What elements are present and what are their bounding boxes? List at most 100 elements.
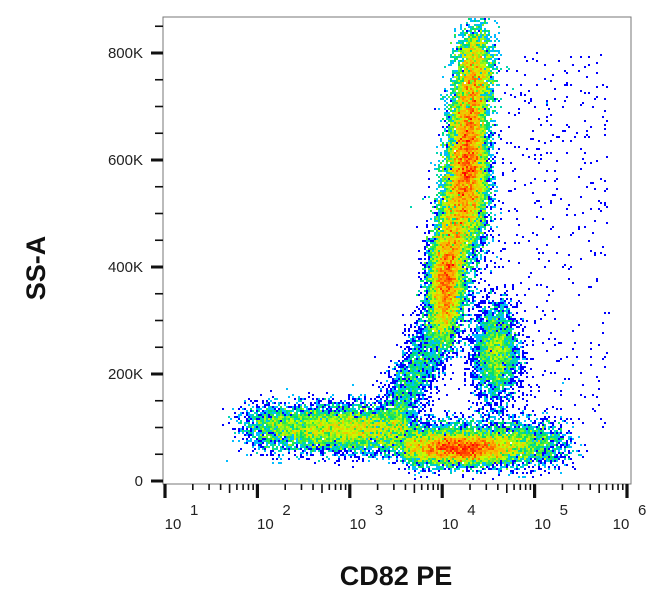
density-cell xyxy=(482,242,484,244)
density-cell xyxy=(466,126,468,128)
density-cell xyxy=(444,302,446,304)
density-cell xyxy=(478,210,480,212)
density-cell xyxy=(466,154,468,156)
density-cell xyxy=(438,440,440,442)
density-cell xyxy=(462,224,464,226)
density-cell xyxy=(330,424,332,426)
density-cell xyxy=(310,436,312,438)
density-cell xyxy=(460,102,462,104)
density-cell xyxy=(458,146,460,148)
density-cell xyxy=(454,160,456,162)
density-cell xyxy=(458,48,460,50)
density-cell xyxy=(492,142,494,144)
density-cell xyxy=(494,424,496,426)
density-cell xyxy=(362,422,364,424)
density-cell xyxy=(360,406,362,408)
density-cell xyxy=(476,264,478,266)
density-cell xyxy=(424,294,426,296)
density-cell xyxy=(460,308,462,310)
density-cell xyxy=(486,58,488,60)
density-cell xyxy=(410,430,412,432)
density-cell xyxy=(484,102,486,104)
density-cell xyxy=(462,122,464,124)
density-cell xyxy=(470,434,472,436)
density-cell xyxy=(480,150,482,152)
density-cell xyxy=(490,64,492,66)
density-cell xyxy=(430,162,432,164)
density-cell xyxy=(450,160,452,162)
density-cell xyxy=(492,110,494,112)
density-cell xyxy=(460,238,462,240)
density-cell xyxy=(450,326,452,328)
density-cell xyxy=(474,58,476,60)
density-cell xyxy=(474,442,476,444)
density-cell xyxy=(466,66,468,68)
density-cell xyxy=(468,248,470,250)
density-cell xyxy=(342,428,344,430)
density-cell xyxy=(490,118,492,120)
density-cell xyxy=(482,122,484,124)
density-cell xyxy=(492,198,494,200)
density-cell xyxy=(380,428,382,430)
density-cell xyxy=(438,442,440,444)
density-cell xyxy=(432,224,434,226)
density-cell xyxy=(478,188,480,190)
density-cell xyxy=(442,176,444,178)
density-cell xyxy=(460,156,462,158)
density-cell xyxy=(484,226,486,228)
density-cell xyxy=(486,164,488,166)
density-cell xyxy=(478,202,480,204)
density-cell xyxy=(456,244,458,246)
density-cell xyxy=(480,30,482,32)
density-cell xyxy=(340,416,342,418)
density-cell xyxy=(476,60,478,62)
density-cell xyxy=(358,406,360,408)
density-cell xyxy=(490,450,492,452)
density-cell xyxy=(430,288,432,290)
density-cell xyxy=(434,334,436,336)
density-cell xyxy=(436,290,438,292)
density-cell xyxy=(446,168,448,170)
density-cell xyxy=(542,412,544,414)
density-cell xyxy=(438,220,440,222)
density-cell xyxy=(478,136,480,138)
density-cell xyxy=(458,136,460,138)
density-cell xyxy=(450,200,452,202)
density-cell xyxy=(452,140,454,142)
density-cell xyxy=(356,424,358,426)
density-cell xyxy=(454,140,456,142)
density-cell xyxy=(446,162,448,164)
density-cell xyxy=(458,318,460,320)
density-cell xyxy=(426,294,428,296)
density-cell xyxy=(460,240,462,242)
density-cell xyxy=(460,194,462,196)
density-cell xyxy=(462,44,464,46)
density-cell xyxy=(490,70,492,72)
density-cell xyxy=(470,248,472,250)
density-cell xyxy=(484,440,486,442)
density-cell xyxy=(510,430,512,432)
density-cell xyxy=(450,180,452,182)
density-cell xyxy=(444,336,446,338)
density-cell xyxy=(488,86,490,88)
density-cell xyxy=(490,178,492,180)
density-cell xyxy=(440,182,442,184)
density-cell xyxy=(400,436,402,438)
density-cell xyxy=(442,330,444,332)
density-cell xyxy=(482,82,484,84)
density-cell xyxy=(264,446,266,448)
density-cell xyxy=(426,420,428,422)
density-cell xyxy=(458,114,460,116)
density-cell xyxy=(424,276,426,278)
density-cell xyxy=(446,290,448,292)
density-cell xyxy=(406,452,408,454)
density-cell xyxy=(304,432,306,434)
density-cell xyxy=(472,202,474,204)
density-cell xyxy=(444,210,446,212)
density-cell xyxy=(266,444,268,446)
density-cell xyxy=(522,458,524,460)
density-cell xyxy=(282,454,284,456)
density-cell xyxy=(476,206,478,208)
density-cell xyxy=(456,178,458,180)
density-cell xyxy=(446,204,448,206)
